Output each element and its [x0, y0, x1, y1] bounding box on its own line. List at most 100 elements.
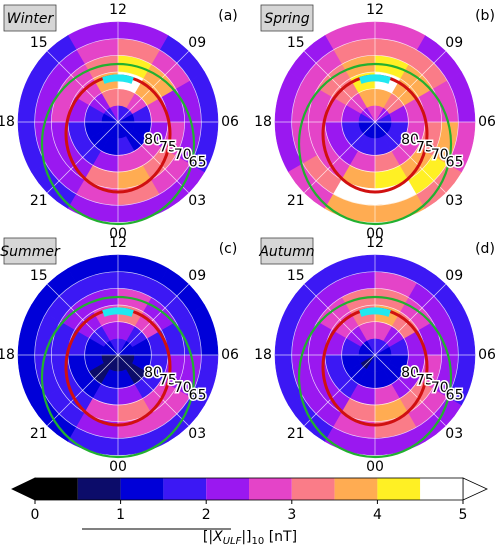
colorbar-label: [|XULF|]10 [nT] — [203, 529, 297, 547]
grid-spoke — [47, 51, 119, 123]
grid-spoke — [304, 121, 376, 193]
colorbar-segment — [163, 478, 207, 500]
cusp-band — [359, 74, 391, 84]
mlt-label: 21 — [287, 426, 305, 442]
r-tick-label: 65 — [446, 388, 464, 404]
mlt-label: 09 — [445, 35, 463, 51]
mlt-label: 18 — [254, 347, 272, 363]
mlt-label: 06 — [221, 347, 239, 363]
season-box — [260, 237, 314, 265]
mlt-label: 15 — [30, 35, 48, 51]
grid-spoke — [374, 51, 446, 123]
x-tick-label: 4 — [373, 507, 382, 523]
colorbar-segment — [120, 478, 164, 500]
grid-spoke — [304, 354, 376, 426]
season-box — [260, 4, 314, 32]
mlt-label: 12 — [366, 235, 384, 251]
panel-label: (b) — [475, 8, 495, 24]
mlt-label: 21 — [30, 193, 48, 209]
mlt-label: 06 — [221, 114, 239, 130]
mlt-label: 09 — [445, 268, 463, 284]
mlt-label: 15 — [287, 35, 305, 51]
grid-spoke — [47, 284, 119, 356]
colorbar-segment — [334, 478, 378, 500]
grid-spoke — [117, 284, 189, 356]
panel-label: (c) — [219, 241, 238, 257]
r-tick-label: 80 — [144, 365, 162, 381]
mlt-label: 03 — [188, 426, 206, 442]
r-tick-label: 75 — [416, 372, 434, 388]
extend-under — [11, 477, 36, 501]
r-tick-label: 75 — [416, 139, 434, 155]
grid-spoke — [47, 121, 119, 193]
oval-green — [40, 62, 196, 226]
r-tick-label: 70 — [174, 380, 192, 396]
mlt-label: 03 — [445, 426, 463, 442]
oval-green — [297, 295, 453, 459]
label-part: [nT] — [264, 529, 297, 545]
season-box — [3, 4, 57, 32]
r-tick-label: 65 — [189, 388, 207, 404]
x-tick-label: 2 — [202, 507, 211, 523]
label-part: X — [212, 529, 223, 545]
mlt-label: 18 — [0, 347, 15, 363]
mlt-label: 06 — [478, 114, 496, 130]
mlt-label: 00 — [366, 459, 384, 475]
mlt-label: 21 — [30, 426, 48, 442]
r-tick-label: 70 — [174, 147, 192, 163]
colorbar-segment — [35, 478, 78, 500]
mlt-label: 00 — [109, 459, 127, 475]
x-tick-label: 3 — [287, 507, 296, 523]
grid-spoke — [117, 121, 189, 193]
grid-spoke — [374, 284, 446, 356]
grid-spoke — [117, 51, 189, 123]
r-tick-label: 70 — [431, 147, 449, 163]
colorbar-segment — [291, 478, 335, 500]
r-tick-label: 75 — [159, 139, 177, 155]
label-part: [| — [203, 529, 213, 545]
mlt-label: 18 — [0, 114, 15, 130]
cusp-band — [359, 307, 391, 317]
grid-spoke — [304, 284, 376, 356]
label-part: |] — [241, 529, 251, 545]
grid-spoke — [47, 354, 119, 426]
mlt-label: 12 — [109, 2, 127, 18]
r-tick-label: 80 — [401, 132, 419, 148]
oval-green — [297, 62, 453, 226]
x-tick-label: 1 — [116, 507, 125, 523]
panel-label: (d) — [475, 241, 495, 257]
mlt-label: 15 — [287, 268, 305, 284]
grid-spoke — [374, 121, 446, 193]
mlt-label: 21 — [287, 193, 305, 209]
mlt-label: 12 — [109, 235, 127, 251]
mlt-label: 03 — [188, 193, 206, 209]
extend-over — [462, 477, 488, 501]
season-label: Autumn — [258, 244, 314, 260]
season-label: Winter — [7, 11, 55, 27]
mlt-label: 09 — [188, 35, 206, 51]
season-label: Summer — [0, 244, 61, 260]
mlt-label: 15 — [30, 268, 48, 284]
mlt-label: 18 — [254, 114, 272, 130]
mlt-label: 06 — [478, 347, 496, 363]
colorbar-segment — [377, 478, 421, 500]
colorbar-segment — [77, 478, 121, 500]
label-part: ULF — [223, 536, 242, 547]
cusp-band — [102, 307, 134, 317]
grid-spoke — [304, 51, 376, 123]
season-label: Spring — [264, 11, 309, 27]
label-part: 10 — [252, 536, 265, 547]
r-tick-label: 70 — [431, 380, 449, 396]
r-tick-label: 65 — [189, 155, 207, 171]
x-tick-label: 0 — [31, 507, 40, 523]
cusp-band — [102, 74, 134, 84]
oval-green — [40, 295, 196, 459]
grid-spoke — [117, 354, 189, 426]
season-box — [3, 237, 57, 265]
mlt-label: 09 — [188, 268, 206, 284]
